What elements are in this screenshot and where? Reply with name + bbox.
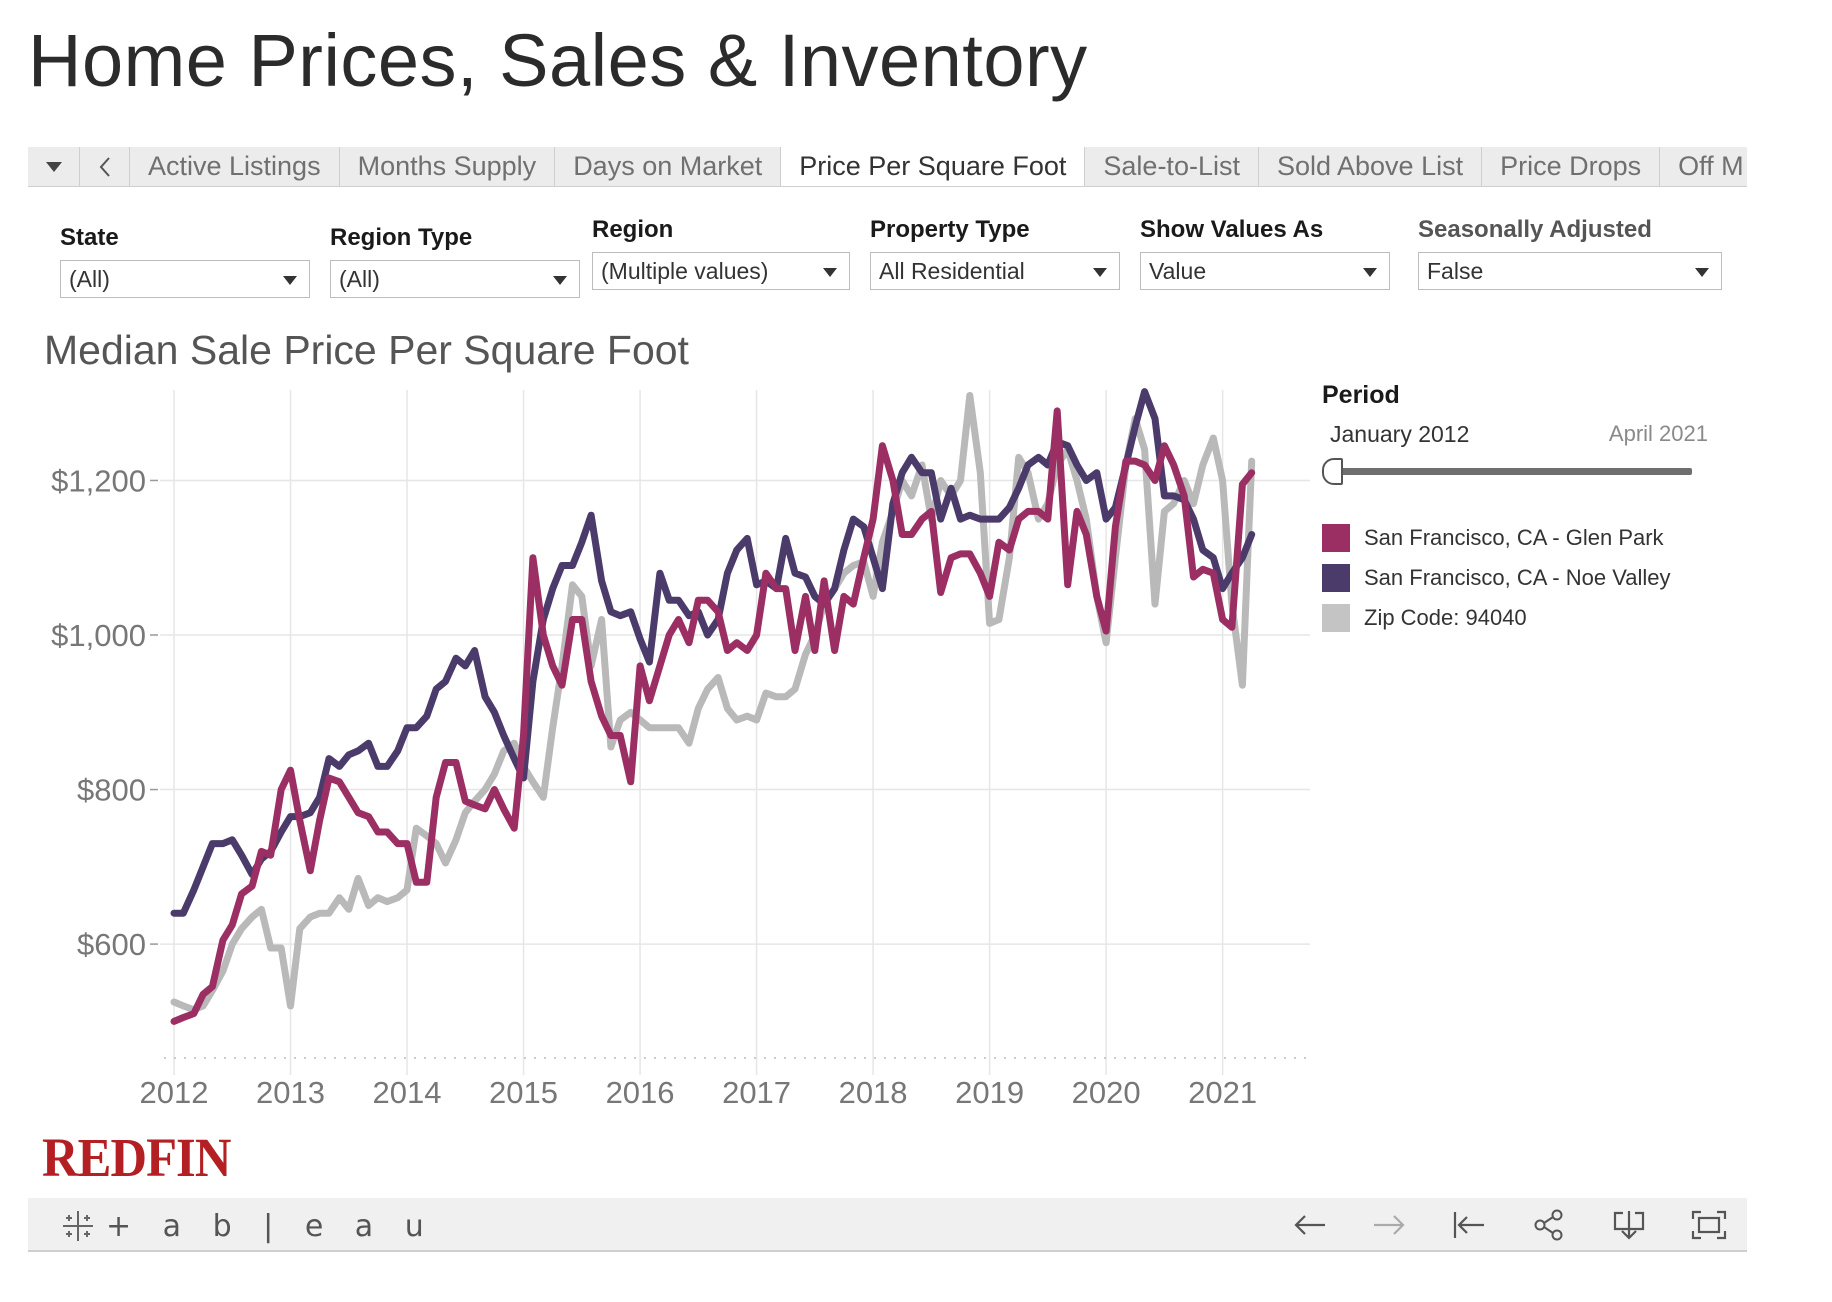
download-icon	[1613, 1211, 1645, 1240]
x-tick-label: 2013	[256, 1075, 325, 1110]
fullscreen-button[interactable]	[1690, 1206, 1728, 1244]
property-type-dropdown[interactable]: All Residential	[870, 252, 1120, 290]
tab-active-listings[interactable]: Active Listings	[130, 147, 340, 186]
x-tick-label: 2019	[955, 1075, 1024, 1110]
series-line-san-francisco-ca-glen-park[interactable]	[170, 407, 1256, 1025]
legend-swatch-zip-94040	[1322, 604, 1350, 632]
state-dropdown[interactable]: (All)	[60, 260, 310, 298]
y-tick-label: $600	[77, 927, 146, 962]
x-tick-label: 2012	[140, 1075, 209, 1110]
undo-button[interactable]	[1291, 1206, 1329, 1244]
legend-swatch-glen-park	[1322, 524, 1350, 552]
property-type-dropdown-value: All Residential	[879, 257, 1025, 284]
caret-down-icon	[1093, 268, 1107, 277]
filter-show-values-as: Show Values As Value	[1140, 216, 1390, 290]
chart-title: Median Sale Price Per Square Foot	[44, 327, 689, 373]
filter-state: State (All)	[60, 224, 310, 298]
legend-item-noe-valley[interactable]: San Francisco, CA - Noe Valley	[1322, 558, 1671, 598]
tab-menu-button[interactable]	[28, 147, 80, 186]
filter-property-type: Property Type All Residential	[870, 216, 1120, 290]
share-button[interactable]	[1530, 1206, 1568, 1244]
period-end-label: April 2021	[1608, 421, 1708, 446]
show-values-as-dropdown-value: Value	[1149, 257, 1207, 284]
undo-icon	[1294, 1215, 1325, 1235]
x-tick-label: 2017	[722, 1075, 791, 1110]
tab-months-supply[interactable]: Months Supply	[340, 147, 556, 186]
tab-sold-above-list[interactable]: Sold Above List	[1259, 147, 1483, 186]
filter-state-label: State	[60, 224, 119, 251]
legend-label-glen-park: San Francisco, CA - Glen Park	[1364, 525, 1664, 550]
caret-down-icon	[1695, 268, 1709, 277]
filter-seasonally-adjusted-label: Seasonally Adjusted	[1418, 216, 1652, 243]
redo-button[interactable]	[1370, 1206, 1408, 1244]
viz-toolbar: + a b | e a u	[28, 1198, 1747, 1252]
region-dropdown-value: (Multiple values)	[601, 257, 769, 284]
x-tick-label: 2014	[373, 1075, 442, 1110]
tableau-cross-icon	[63, 1211, 93, 1241]
tableau-logo[interactable]: + a b | e a u	[60, 1208, 435, 1244]
page-title: Home Prices, Sales & Inventory	[28, 19, 1088, 102]
tab-bar: Active Listings Months Supply Days on Ma…	[28, 147, 1747, 187]
filter-region: Region (Multiple values)	[592, 216, 850, 290]
period-slider-track[interactable]	[1330, 468, 1692, 475]
line-chart[interactable]: $600 $800 $1,000 $1,200 2012 2013 2014 2015 2016…	[0, 380, 1320, 1120]
filter-region-label: Region	[592, 216, 674, 243]
region-type-dropdown[interactable]: (All)	[330, 260, 580, 298]
tab-price-drops[interactable]: Price Drops	[1482, 147, 1661, 186]
filter-property-type-label: Property Type	[870, 216, 1030, 243]
revert-button[interactable]	[1450, 1206, 1488, 1244]
filter-region-type-label: Region Type	[330, 224, 473, 251]
download-button[interactable]	[1610, 1206, 1648, 1244]
filter-seasonally-adjusted: Seasonally Adjusted False	[1418, 216, 1722, 290]
show-values-as-dropdown[interactable]: Value	[1140, 252, 1390, 290]
tab-scroll-left-button[interactable]	[80, 147, 130, 186]
y-tick-label: $1,000	[51, 618, 146, 653]
period-start-label: January 2012	[1330, 421, 1470, 447]
caret-down-icon	[1363, 268, 1377, 277]
region-type-dropdown-value: (All)	[339, 265, 380, 292]
redfin-logo[interactable]: REDFIN	[42, 1127, 231, 1188]
series-line-san-francisco-ca-noe-valley[interactable]	[170, 388, 1256, 917]
tableau-wordmark: + a b | e a u	[106, 1208, 435, 1244]
x-tick-label: 2021	[1188, 1075, 1257, 1110]
legend-item-glen-park[interactable]: San Francisco, CA - Glen Park	[1322, 518, 1671, 558]
legend-swatch-noe-valley	[1322, 564, 1350, 592]
period-slider-handle[interactable]	[1322, 458, 1343, 485]
x-tick-label: 2018	[839, 1075, 908, 1110]
state-dropdown-value: (All)	[69, 265, 110, 292]
region-dropdown[interactable]: (Multiple values)	[592, 252, 850, 290]
legend: San Francisco, CA - Glen Park San Franci…	[1322, 518, 1671, 638]
period-title: Period	[1322, 381, 1400, 409]
filter-show-values-as-label: Show Values As	[1140, 216, 1324, 243]
filter-region-type: Region Type (All)	[330, 224, 580, 298]
caret-down-icon	[553, 276, 567, 285]
tab-days-on-market[interactable]: Days on Market	[555, 147, 782, 186]
share-icon	[1534, 1209, 1563, 1241]
caret-down-icon	[283, 276, 297, 285]
seasonally-adjusted-dropdown-value: False	[1427, 257, 1484, 284]
tab-price-per-square-foot[interactable]: Price Per Square Foot	[781, 147, 1086, 186]
legend-label-zip-94040: Zip Code: 94040	[1364, 605, 1527, 630]
legend-label-noe-valley: San Francisco, CA - Noe Valley	[1364, 565, 1671, 590]
fullscreen-icon	[1691, 1210, 1727, 1240]
chevron-left-icon	[99, 156, 110, 177]
caret-down-icon	[823, 268, 837, 277]
seasonally-adjusted-dropdown[interactable]: False	[1418, 252, 1722, 290]
caret-down-icon	[45, 161, 62, 172]
x-tick-label: 2020	[1072, 1075, 1141, 1110]
x-tick-label: 2015	[489, 1075, 558, 1110]
legend-item-zip-94040[interactable]: Zip Code: 94040	[1322, 598, 1671, 638]
revert-icon	[1453, 1212, 1484, 1238]
tab-sale-to-list[interactable]: Sale-to-List	[1085, 147, 1259, 186]
y-tick-label: $800	[77, 773, 146, 808]
series-line-zip-code-94040[interactable]	[170, 392, 1256, 1014]
y-tick-label: $1,200	[51, 463, 146, 498]
tab-off-market[interactable]: Off M	[1678, 151, 1744, 181]
redo-icon	[1374, 1215, 1405, 1235]
x-tick-label: 2016	[606, 1075, 675, 1110]
